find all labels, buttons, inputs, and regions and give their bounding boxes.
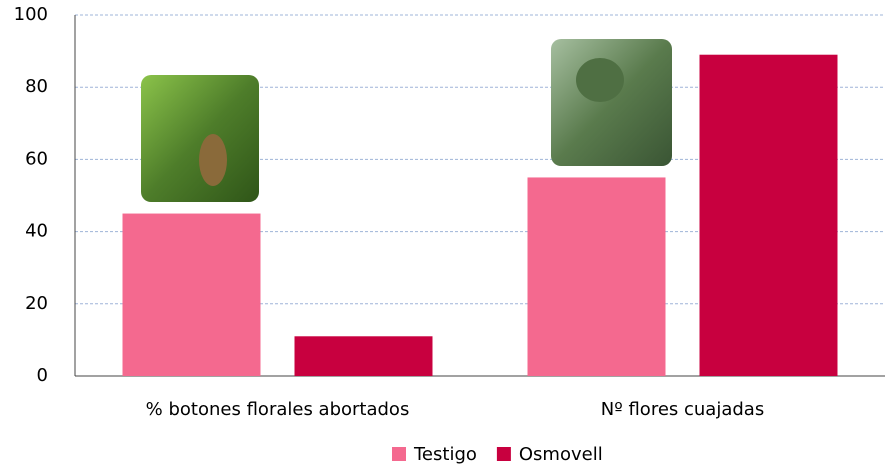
chart: 0 20 40 60 80 100 % botones florales abortados…: [0, 0, 889, 470]
bar: [295, 336, 433, 376]
x-tick-label: Nº flores cuajadas: [601, 399, 764, 420]
y-tick-label: 0: [37, 365, 48, 386]
y-tick-label: 100: [14, 4, 48, 25]
photo-detail: [199, 134, 227, 186]
legend-label: Testigo: [413, 444, 477, 465]
photo: [141, 75, 259, 202]
bar: [528, 177, 666, 376]
bar: [700, 55, 838, 376]
y-tick-label: 40: [25, 221, 48, 242]
legend-swatch: [392, 447, 406, 461]
y-tick-label: 60: [25, 148, 48, 169]
bar: [123, 214, 261, 376]
photo-detail: [576, 58, 624, 102]
x-tick-label: % botones florales abortados: [146, 399, 410, 420]
y-tick-label: 80: [25, 76, 48, 97]
photo: [551, 39, 672, 166]
y-tick-label: 20: [25, 293, 48, 314]
legend-label: Osmovell: [519, 444, 603, 465]
plot-area: 0 20 40 60 80 100 % botones florales abortados…: [14, 4, 885, 465]
legend-swatch: [497, 447, 511, 461]
